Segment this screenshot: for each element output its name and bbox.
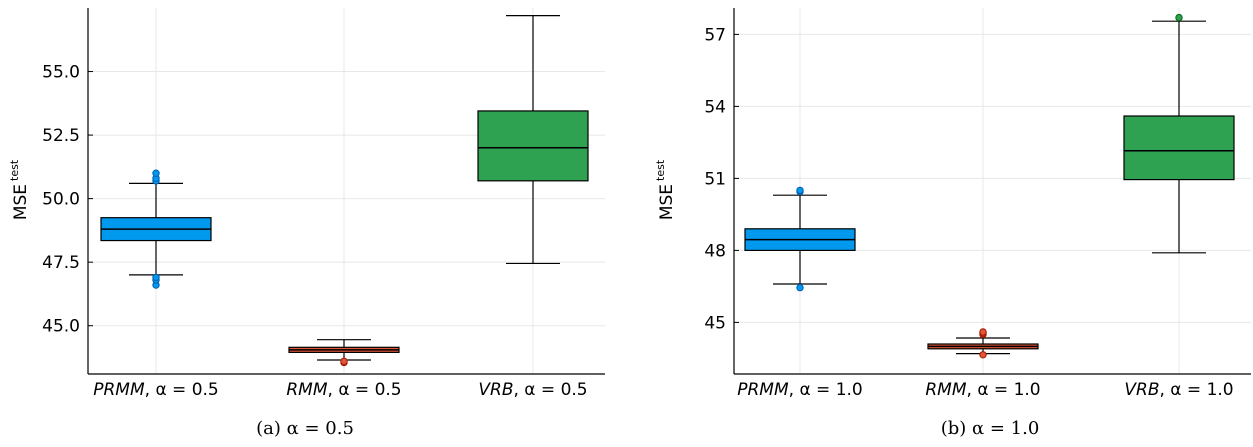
y-tick-label: 57: [704, 25, 726, 45]
outlier-point: [152, 273, 160, 282]
x-tick-label-param: , α = 1.0: [1160, 380, 1234, 400]
outlier-point: [796, 283, 804, 292]
x-tick-label-name: VRB: [1124, 380, 1159, 400]
y-axis-label-main: MSE: [657, 184, 677, 220]
x-tick-label-param: , α = 0.5: [328, 380, 402, 400]
x-tick-label-param: , α = 1.0: [789, 380, 863, 400]
outlier-point: [979, 351, 987, 359]
y-tick-label: 50.0: [42, 190, 80, 210]
y-tick-label: 48: [704, 241, 726, 261]
x-tick-label: VRB, α = 1.0: [1124, 380, 1233, 400]
x-tick-label-name: PRMM: [737, 380, 789, 400]
outlier-point: [1175, 13, 1183, 22]
x-tick-label: RMM, α = 0.5: [286, 380, 401, 400]
y-tick-label: 45.0: [42, 317, 80, 337]
iqr-box: [477, 110, 589, 182]
panel-caption: (a) α = 0.5: [256, 418, 354, 439]
y-tick-label: 52.5: [42, 126, 80, 146]
y-tick-label: 47.5: [42, 253, 80, 273]
y-axis-label: MSE test: [654, 159, 677, 220]
y-tick-label: 51: [704, 169, 726, 189]
y-tick-label: 45: [704, 313, 726, 333]
x-tick-label-param: , α = 0.5: [514, 380, 588, 400]
outlier-point: [979, 328, 987, 336]
x-tick-label-name: RMM: [925, 380, 966, 400]
iqr-box: [1123, 115, 1235, 181]
x-tick-label-param: , α = 1.0: [967, 380, 1041, 400]
outlier-point: [152, 169, 160, 177]
x-tick-label-name: RMM: [286, 380, 327, 400]
box-vrb: [1123, 13, 1235, 254]
x-tick-label: PRMM, α = 0.5: [93, 380, 219, 400]
y-tick-label: 54: [704, 97, 726, 117]
x-tick-label: PRMM, α = 1.0: [737, 380, 863, 400]
x-tick-label-name: VRB: [478, 380, 513, 400]
y-axis-label: MSE test: [8, 159, 31, 220]
x-tick-label: VRB, α = 0.5: [478, 380, 587, 400]
box-prmm: [100, 169, 212, 289]
box-vrb: [477, 15, 589, 265]
box-rmm: [927, 328, 1039, 359]
y-axis-label-superscript: test: [8, 159, 21, 181]
box-rmm: [288, 339, 400, 367]
y-axis-label-superscript: test: [654, 159, 667, 181]
x-tick-label-name: PRMM: [93, 380, 145, 400]
panel-caption: (b) α = 1.0: [941, 418, 1040, 439]
outlier-point: [340, 357, 348, 365]
x-tick-label-param: , α = 0.5: [145, 380, 219, 400]
x-tick-label: RMM, α = 1.0: [925, 380, 1040, 400]
y-axis-label-main: MSE: [11, 184, 31, 220]
y-tick-label: 55.0: [42, 63, 80, 83]
box-prmm: [744, 186, 856, 292]
outlier-point: [796, 186, 804, 195]
